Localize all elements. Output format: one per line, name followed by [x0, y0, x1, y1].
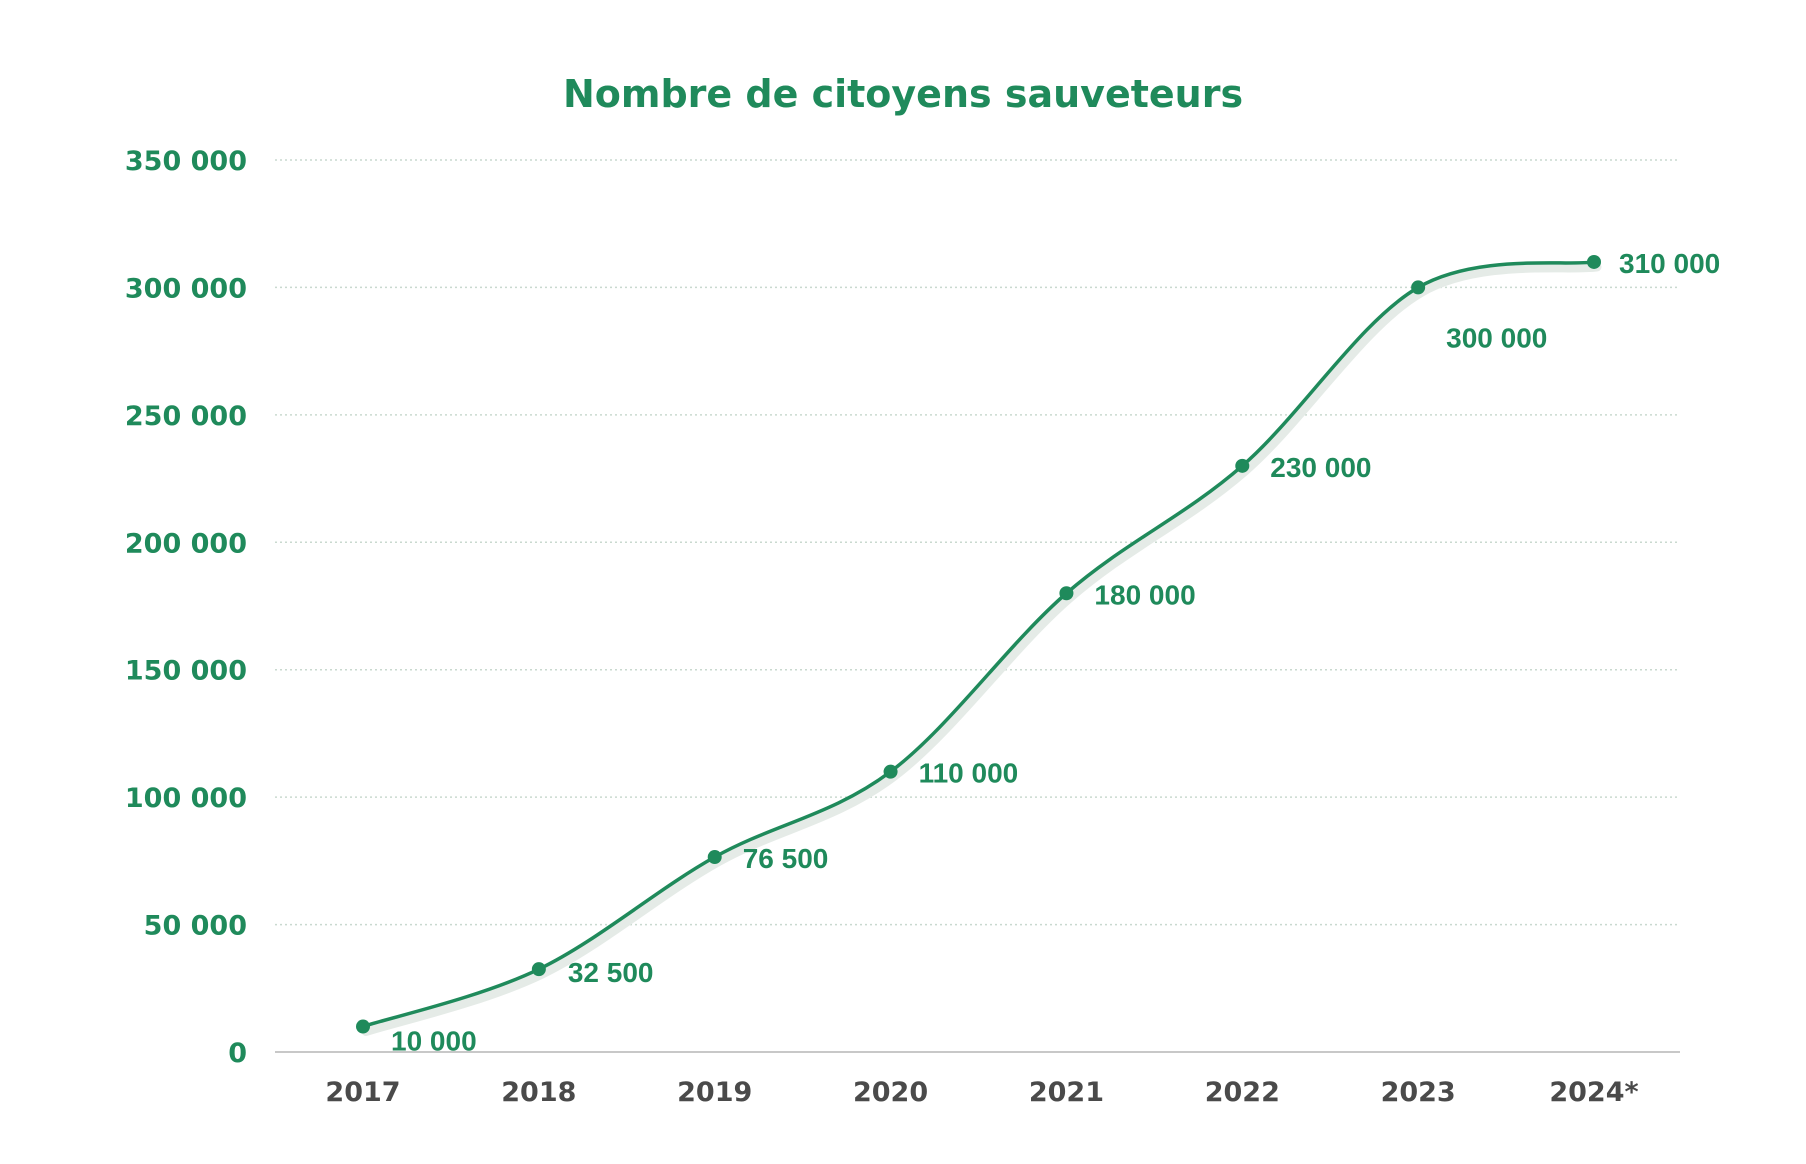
data-point [883, 764, 898, 779]
data-point [1587, 254, 1601, 269]
y-tick-label: 250 000 [125, 401, 247, 432]
y-tick-label: 100 000 [125, 783, 247, 814]
data-labels: 10 000 32 500 76 500 110 000 180 000 230 000 3… [391, 248, 1720, 1057]
y-tick-label: 0 [228, 1038, 247, 1069]
series-layer [356, 254, 1602, 1037]
x-tick-label: 2024* [1549, 1077, 1638, 1108]
y-tick-label: 200 000 [125, 528, 247, 559]
data-point [1059, 586, 1074, 601]
chart-title: Nombre de citoyens sauveteurs [563, 72, 1243, 116]
data-point [356, 1019, 370, 1034]
gridlines [275, 159, 1680, 926]
data-label: 180 000 [1094, 579, 1195, 610]
data-point [1411, 280, 1426, 295]
y-tick-label: 350 000 [125, 146, 247, 177]
x-tick-label: 2018 [501, 1077, 576, 1108]
data-point [531, 962, 546, 977]
data-label: 110 000 [919, 758, 1019, 789]
x-tick-label: 2023 [1381, 1077, 1456, 1108]
x-tick-label: 2022 [1205, 1077, 1280, 1108]
data-point [707, 850, 722, 865]
x-tick-label: 2019 [677, 1077, 752, 1108]
axes: 0 50 000 100 000 150 000 200 000 250 000 300 0… [125, 146, 1680, 1108]
data-label: 76 500 [743, 843, 829, 874]
data-label: 32 500 [568, 957, 654, 988]
data-label: 10 000 [391, 1026, 477, 1057]
series-line-shadow [361, 262, 1602, 1037]
data-point [1235, 458, 1250, 473]
y-tick-label: 50 000 [144, 911, 247, 942]
data-label: 300 000 [1446, 322, 1547, 353]
data-label: 230 000 [1270, 452, 1371, 483]
x-tick-label: 2020 [853, 1077, 928, 1108]
y-tick-label: 300 000 [125, 273, 247, 304]
x-tick-label: 2017 [325, 1077, 400, 1108]
data-label: 310 000 [1619, 248, 1720, 279]
y-tick-label: 150 000 [125, 656, 247, 687]
series-line [361, 260, 1596, 1029]
x-tick-label: 2021 [1029, 1077, 1104, 1108]
